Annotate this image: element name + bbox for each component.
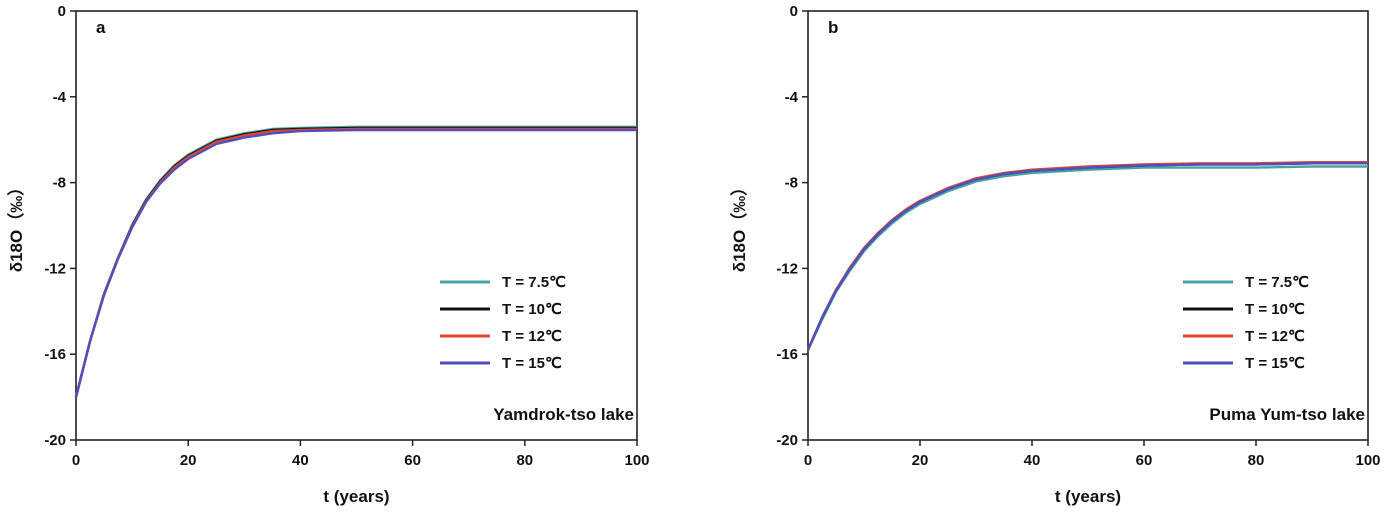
x-axis-title: t (years) <box>1055 487 1121 506</box>
y-tick-label: 0 <box>790 3 798 20</box>
legend-label: T = 15℃ <box>502 355 562 372</box>
y-tick-label: -4 <box>785 89 799 106</box>
y-tick-label: -20 <box>44 432 66 449</box>
legend-label: T = 15℃ <box>1245 355 1305 372</box>
series-line-3 <box>806 162 1368 351</box>
y-tick-label: 0 <box>58 3 66 20</box>
series-line-2 <box>806 161 1368 351</box>
x-tick-label: 80 <box>516 452 533 469</box>
y-tick-label: -20 <box>776 432 798 449</box>
x-axis-title: t (years) <box>323 487 389 506</box>
y-axis-title: δ18O（‰） <box>6 179 26 272</box>
y-tick-label: -12 <box>776 260 798 277</box>
y-tick-label: -12 <box>44 260 66 277</box>
x-tick-label: 80 <box>1248 452 1265 469</box>
x-tick-label: 20 <box>180 452 197 469</box>
series-line-1 <box>806 162 1368 351</box>
x-tick-label: 0 <box>804 452 812 469</box>
legend-label: T = 10℃ <box>502 301 562 318</box>
legend-label: T = 7.5℃ <box>1245 274 1309 291</box>
x-tick-label: 100 <box>1355 452 1380 469</box>
panel-letter: b <box>828 18 838 37</box>
x-tick-label: 60 <box>1136 452 1153 469</box>
y-tick-label: -8 <box>53 175 66 192</box>
panel-letter: a <box>96 18 106 37</box>
x-tick-label: 100 <box>624 452 649 469</box>
plot-frame <box>807 10 1369 441</box>
lake-name-label: Puma Yum-tso lake <box>1209 405 1365 424</box>
legend-label: T = 10℃ <box>1245 301 1305 318</box>
x-tick-label: 40 <box>1024 452 1041 469</box>
x-tick-label: 20 <box>912 452 929 469</box>
panel-a-chart: 0 20 40 60 80 100 0 -4 -8 -12 -16 -20 t (years) δ18O（… <box>6 3 650 506</box>
y-tick-label: -16 <box>44 346 66 363</box>
y-axis-title: δ18O（‰） <box>729 179 749 272</box>
legend-label: T = 12℃ <box>1245 328 1305 345</box>
legend-label: T = 12℃ <box>502 328 562 345</box>
series-line-3 <box>74 128 637 398</box>
plot-frame <box>75 10 638 441</box>
y-tick-label: -4 <box>53 89 67 106</box>
x-tick-label: 0 <box>72 452 80 469</box>
lake-name-label: Yamdrok-tso lake <box>493 405 634 424</box>
y-tick-label: -16 <box>776 346 798 363</box>
series-line-0 <box>806 165 1368 351</box>
legend-label: T = 7.5℃ <box>502 274 566 291</box>
x-tick-label: 60 <box>404 452 421 469</box>
y-tick-label: -8 <box>785 175 798 192</box>
x-tick-label: 40 <box>292 452 309 469</box>
panel-b-chart: 0 20 40 60 80 100 0 -4 -8 -12 -16 -20 t (years) δ18O（… <box>729 3 1381 506</box>
